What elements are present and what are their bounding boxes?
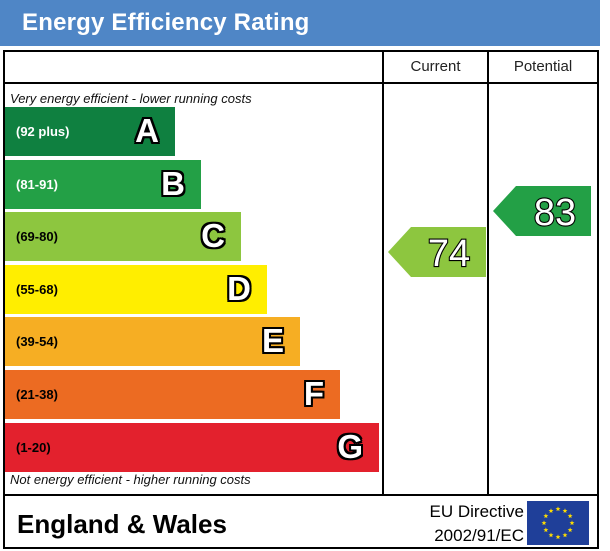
eu-directive-label: EU Directive 2002/91/EC	[412, 500, 524, 548]
eu-star-icon	[541, 520, 547, 526]
band-c: (69-80) C	[5, 212, 241, 261]
header-row-divider	[3, 82, 599, 84]
directive-line-1: EU Directive	[429, 502, 524, 521]
eu-star-icon	[567, 513, 573, 519]
band-d: (55-68) D	[5, 265, 267, 314]
band-range-label: (55-68)	[16, 282, 58, 297]
band-letter-label: A	[135, 112, 159, 149]
band-range-label: (81-91)	[16, 177, 58, 192]
chart-title: Energy Efficiency Rating	[22, 9, 310, 36]
eu-star-icon	[548, 508, 554, 513]
eu-flag-icon	[527, 501, 589, 545]
potential-rating-marker	[493, 186, 591, 236]
directive-line-2: 2002/91/EC	[434, 526, 524, 545]
current-rating-arrow: 74	[388, 227, 486, 277]
footer	[3, 496, 599, 549]
eu-star-icon	[562, 508, 568, 513]
eu-star-icon	[543, 527, 549, 533]
potential-rating-value: 83	[534, 192, 576, 234]
band-letter-label: G	[337, 428, 363, 465]
note-not-efficient: Not energy efficient - higher running co…	[10, 472, 251, 487]
band-letter-label: E	[261, 322, 284, 359]
column-divider-potential	[487, 50, 489, 496]
band-letter-label: C	[201, 217, 225, 254]
band-range-label: (39-54)	[16, 334, 58, 349]
eu-star-icon	[555, 506, 561, 512]
eu-star-icon	[548, 532, 554, 538]
band-b: (81-91) B	[5, 160, 201, 209]
note-very-efficient: Very energy efficient - lower running co…	[10, 91, 252, 106]
band-a: (92 plus) A	[5, 107, 175, 156]
band-range-label: (69-80)	[16, 229, 58, 244]
eu-star-icon	[562, 532, 568, 538]
header-bar: Energy Efficiency Rating	[0, 0, 600, 46]
band-g: (1-20) G	[5, 423, 379, 472]
region-label: England & Wales	[17, 509, 227, 539]
eu-star-icon	[543, 513, 549, 519]
band-range-label: (92 plus)	[16, 124, 70, 139]
band-letter-label: B	[161, 165, 185, 202]
potential-rating-arrow: 83	[493, 186, 591, 236]
band-letter-label: D	[227, 270, 251, 307]
column-header-current: Current	[410, 58, 461, 75]
column-divider-current	[382, 50, 384, 496]
band-e: (39-54) E	[5, 317, 300, 366]
current-rating-marker	[388, 227, 486, 277]
current-rating-value: 74	[428, 233, 470, 275]
column-header-potential: Potential	[513, 58, 573, 75]
chart-frame	[3, 50, 599, 496]
eu-star-icon	[555, 534, 561, 540]
eu-star-icon	[569, 520, 575, 526]
band-range-label: (1-20)	[16, 440, 51, 455]
band-f: (21-38) F	[5, 370, 340, 419]
eu-star-icon	[567, 527, 573, 533]
band-letter-label: F	[303, 375, 324, 412]
band-range-label: (21-38)	[16, 387, 58, 402]
